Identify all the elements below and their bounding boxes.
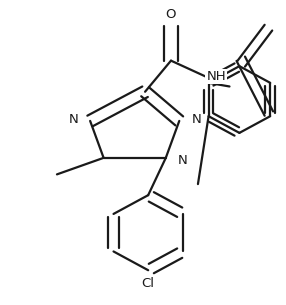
Text: NH: NH — [206, 70, 226, 83]
Text: N: N — [178, 154, 188, 167]
Text: N: N — [192, 113, 202, 126]
Text: O: O — [166, 8, 176, 21]
Text: N: N — [69, 113, 79, 126]
Text: H: H — [216, 70, 225, 83]
Text: Cl: Cl — [142, 277, 155, 290]
